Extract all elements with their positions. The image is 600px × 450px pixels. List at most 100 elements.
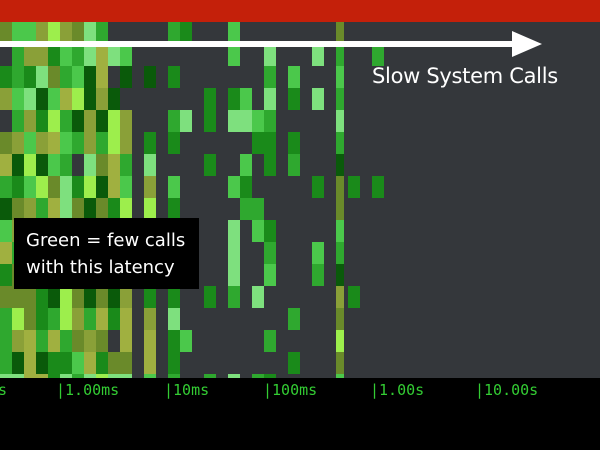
heatmap-cell (96, 374, 108, 378)
heatmap-cell (96, 352, 108, 374)
heatmap-cell (168, 176, 180, 198)
heatmap-cell (36, 154, 48, 176)
heatmap-cell (264, 154, 276, 176)
heatmap-cell (12, 22, 24, 44)
heatmap-cell (264, 242, 276, 264)
heatmap-cell (0, 176, 12, 198)
heatmap-cell (36, 66, 48, 88)
heatmap-cell (48, 352, 60, 374)
heatmap-cell (60, 88, 72, 110)
heatmap-cell (204, 154, 216, 176)
heatmap-cell (12, 330, 24, 352)
heatmap-cell (168, 374, 180, 378)
x-axis: s |1.00ms |10ms |100ms |1.00s |10.00s (0, 378, 600, 450)
heatmap-cell (24, 286, 36, 308)
heatmap-cell (60, 308, 72, 330)
heatmap-cell (120, 308, 132, 330)
heatmap-cell (108, 308, 120, 330)
heatmap-cell (60, 176, 72, 198)
heatmap-cell (72, 66, 84, 88)
heatmap-cell (12, 286, 24, 308)
heatmap-cell (0, 352, 12, 374)
heatmap-cell (24, 330, 36, 352)
heatmap-cell (0, 220, 12, 242)
heatmap-cell (48, 198, 60, 220)
heatmap-cell (264, 132, 276, 154)
heatmap-cell (36, 44, 48, 66)
heatmap-cell (84, 198, 96, 220)
heatmap-cell (240, 110, 252, 132)
heatmap-cell (96, 286, 108, 308)
heatmap-cell (96, 88, 108, 110)
heatmap-cell (252, 132, 264, 154)
heatmap-cell (204, 374, 216, 378)
heatmap-cell (12, 374, 24, 378)
heatmap-cell (228, 110, 240, 132)
heatmap-cell (84, 110, 96, 132)
heatmap-cell (24, 22, 36, 44)
heatmap-cell (12, 44, 24, 66)
heatmap-cell (312, 264, 324, 286)
heatmap-cell (336, 286, 344, 308)
heatmap-cell (108, 198, 120, 220)
heatmap-cell (120, 330, 132, 352)
heatmap-cell (24, 374, 36, 378)
heatmap-cell (168, 198, 180, 220)
heatmap-cell (0, 154, 12, 176)
heatmap-cell (96, 198, 108, 220)
heatmap-cell (336, 308, 344, 330)
arrow-head (512, 31, 542, 57)
tick-label-10s: |10.00s (475, 381, 539, 399)
heatmap-cell (72, 198, 84, 220)
heatmap-cell (144, 374, 156, 378)
heatmap-cell (108, 110, 120, 132)
heatmap-cell (120, 198, 132, 220)
legend-box: Green = few calls with this latency (14, 218, 200, 289)
heatmap-cell (228, 242, 240, 264)
heatmap-cell (336, 132, 344, 154)
heatmap-cell (72, 286, 84, 308)
heatmap-cell (72, 88, 84, 110)
heatmap-cell (264, 220, 276, 242)
heatmap-cell (264, 330, 276, 352)
heatmap-cell (336, 198, 344, 220)
heatmap-cell (24, 198, 36, 220)
heatmap-cell (168, 308, 180, 330)
heatmap-cell (12, 88, 24, 110)
heatmap-cell (336, 176, 344, 198)
heatmap-cell (48, 110, 60, 132)
heatmap-cell (60, 154, 72, 176)
heatmap-cell (336, 66, 344, 88)
heatmap-cell (48, 308, 60, 330)
heatmap-cell (264, 110, 276, 132)
tick-label-100ms: |100ms (263, 381, 318, 399)
heatmap-cell (144, 66, 156, 88)
heatmap-cell (120, 352, 132, 374)
heatmap-cell (336, 22, 344, 44)
heatmap-cell (108, 154, 120, 176)
heatmap-cell (108, 88, 120, 110)
heatmap-cell (120, 176, 132, 198)
heatmap-cell (252, 286, 264, 308)
heatmap-cell (36, 88, 48, 110)
heatmap-cell (48, 176, 60, 198)
heatmap-cell (264, 88, 276, 110)
top-bar (0, 0, 600, 22)
tick-label-1s: |1.00s (370, 381, 425, 399)
heatmap-cell (72, 176, 84, 198)
heatmap-cell (60, 44, 72, 66)
heatmap-cell (336, 110, 344, 132)
heatmap-cell (108, 176, 120, 198)
heatmap-cell (204, 110, 216, 132)
heatmap-cell (144, 286, 156, 308)
heatmap-cell (348, 286, 360, 308)
heatmap-cell (372, 44, 384, 66)
heatmap-cell (252, 220, 264, 242)
heatmap-cell (168, 286, 180, 308)
heatmap-cell (0, 330, 12, 352)
heatmap-cell (36, 132, 48, 154)
legend-line-2: with this latency (26, 257, 175, 278)
heatmap-cell (312, 242, 324, 264)
heatmap-cell (240, 154, 252, 176)
heatmap-cell (72, 374, 84, 378)
